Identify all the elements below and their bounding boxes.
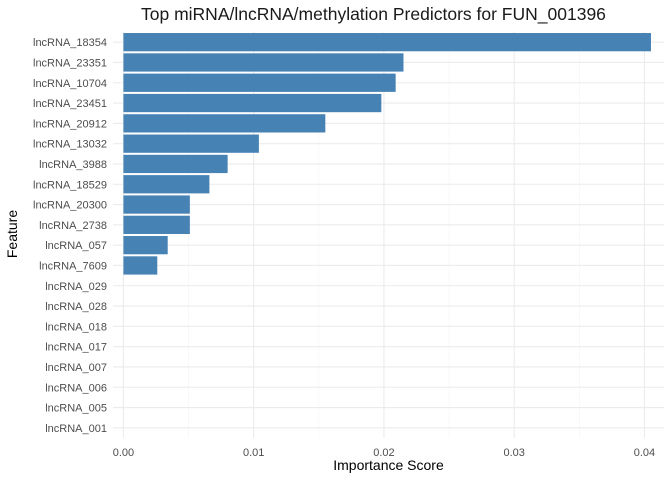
bar-lncRNA_20912 bbox=[123, 114, 326, 133]
y-tick-label: lncRNA_006 bbox=[45, 382, 107, 394]
bar-lncRNA_7609 bbox=[123, 256, 158, 275]
y-tick-label: lncRNA_005 bbox=[45, 403, 107, 415]
y-tick-label: lncRNA_18529 bbox=[33, 179, 107, 191]
y-tick-label: lncRNA_2738 bbox=[39, 220, 107, 232]
bar-lncRNA_3988 bbox=[123, 154, 228, 174]
y-tick-label: lncRNA_001 bbox=[45, 423, 107, 435]
x-tick-label: 0.01 bbox=[243, 447, 264, 459]
bars bbox=[123, 33, 651, 275]
y-tick-label: lncRNA_13032 bbox=[33, 139, 107, 151]
y-tick-label: lncRNA_18354 bbox=[33, 37, 107, 49]
bar-lncRNA_20300 bbox=[123, 195, 190, 214]
y-tick-label: lncRNA_20912 bbox=[33, 118, 107, 130]
x-tick-label: 0.00 bbox=[113, 447, 134, 459]
y-tick-label: lncRNA_017 bbox=[45, 342, 107, 354]
y-axis-tick-labels: lncRNA_18354 lncRNA_23351 lncRNA_10704 lncR… bbox=[33, 37, 107, 435]
x-axis-tick-labels: 0.00 0.01 0.02 0.03 0.04 bbox=[113, 447, 655, 459]
bar-lncRNA_18529 bbox=[123, 175, 210, 194]
y-tick-label: lncRNA_10704 bbox=[33, 78, 107, 90]
x-tick-label: 0.02 bbox=[373, 447, 394, 459]
y-axis-title: Feature bbox=[4, 210, 20, 258]
y-tick-label: lncRNA_23351 bbox=[33, 57, 107, 69]
y-tick-label: lncRNA_018 bbox=[45, 321, 107, 333]
bar-lncRNA_23351 bbox=[123, 53, 404, 72]
bar-lncRNA_10704 bbox=[123, 73, 396, 92]
bar-lncRNA_13032 bbox=[123, 134, 259, 153]
x-tick-label: 0.03 bbox=[503, 447, 524, 459]
y-tick-label: lncRNA_20300 bbox=[33, 200, 107, 212]
y-tick-label: lncRNA_3988 bbox=[39, 159, 107, 171]
bar-lncRNA_057 bbox=[123, 236, 168, 255]
grid bbox=[113, 32, 664, 438]
bar-lncRNA_23451 bbox=[123, 93, 382, 113]
x-axis-title: Importance Score bbox=[333, 457, 444, 473]
x-tick-label: 0.04 bbox=[634, 447, 655, 459]
y-tick-label: lncRNA_029 bbox=[45, 281, 107, 293]
bar-lncRNA_18354 bbox=[123, 33, 651, 52]
y-tick-label: lncRNA_7609 bbox=[39, 260, 107, 272]
y-tick-label: lncRNA_057 bbox=[45, 240, 107, 252]
y-tick-label: lncRNA_007 bbox=[45, 362, 107, 374]
chart-title: Top miRNA/lncRNA/methylation Predictors … bbox=[141, 4, 606, 25]
bar-lncRNA_2738 bbox=[123, 215, 190, 234]
y-tick-label: lncRNA_23451 bbox=[33, 98, 107, 110]
y-tick-label: lncRNA_028 bbox=[45, 301, 107, 313]
